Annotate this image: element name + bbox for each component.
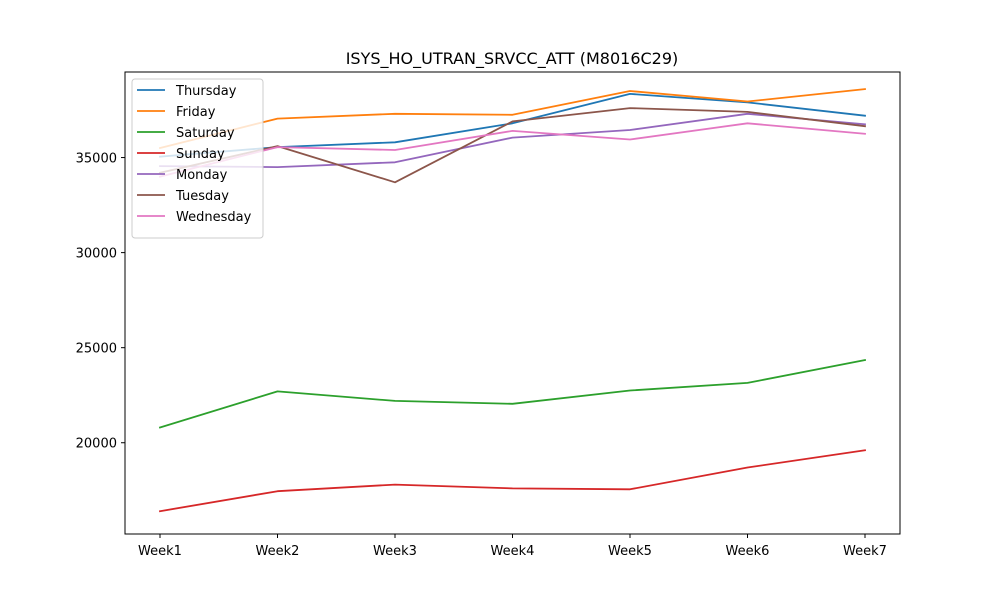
x-tick-label: Week7 [843,544,887,559]
plot-area [158,88,867,513]
x-tick-label: Week2 [256,544,300,559]
series-line-wednesday [158,122,866,178]
x-tick-label: Week3 [373,544,417,559]
y-tick-label: 35000 [76,152,117,167]
legend-label-tuesday: Tuesday [175,189,229,204]
series-line-saturday [158,358,867,429]
axes: Week1 Week2 Week3 Week4 Week5 Week6 Week7 20000… [76,152,887,559]
series-line-tuesday [158,107,867,184]
chart-title: ISYS_HO_UTRAN_SRVCC_ATT (M8016C29) [346,49,679,69]
y-tick-label: 20000 [76,437,117,452]
legend-label-wednesday: Wednesday [176,210,252,225]
legend-box [131,78,264,239]
legend-label-friday: Friday [176,105,216,120]
series-line-friday [158,88,866,150]
y-tick-label: 25000 [76,342,117,357]
legend-label-sunday: Sunday [176,147,225,162]
legend: Thursday Friday Saturday Sunday Monday Tuesda… [131,78,264,239]
legend-label-thursday: Thursday [175,84,237,99]
x-tick-label: Week1 [138,544,182,559]
legend-label-monday: Monday [176,168,228,183]
series-line-sunday [158,449,867,513]
x-tick-label: Week4 [491,544,535,559]
x-tick-label: Week5 [608,544,652,559]
series-line-monday [159,112,866,169]
y-tick-label: 30000 [76,247,117,262]
legend-label-saturday: Saturday [176,126,235,141]
x-tick-label: Week6 [726,544,770,559]
